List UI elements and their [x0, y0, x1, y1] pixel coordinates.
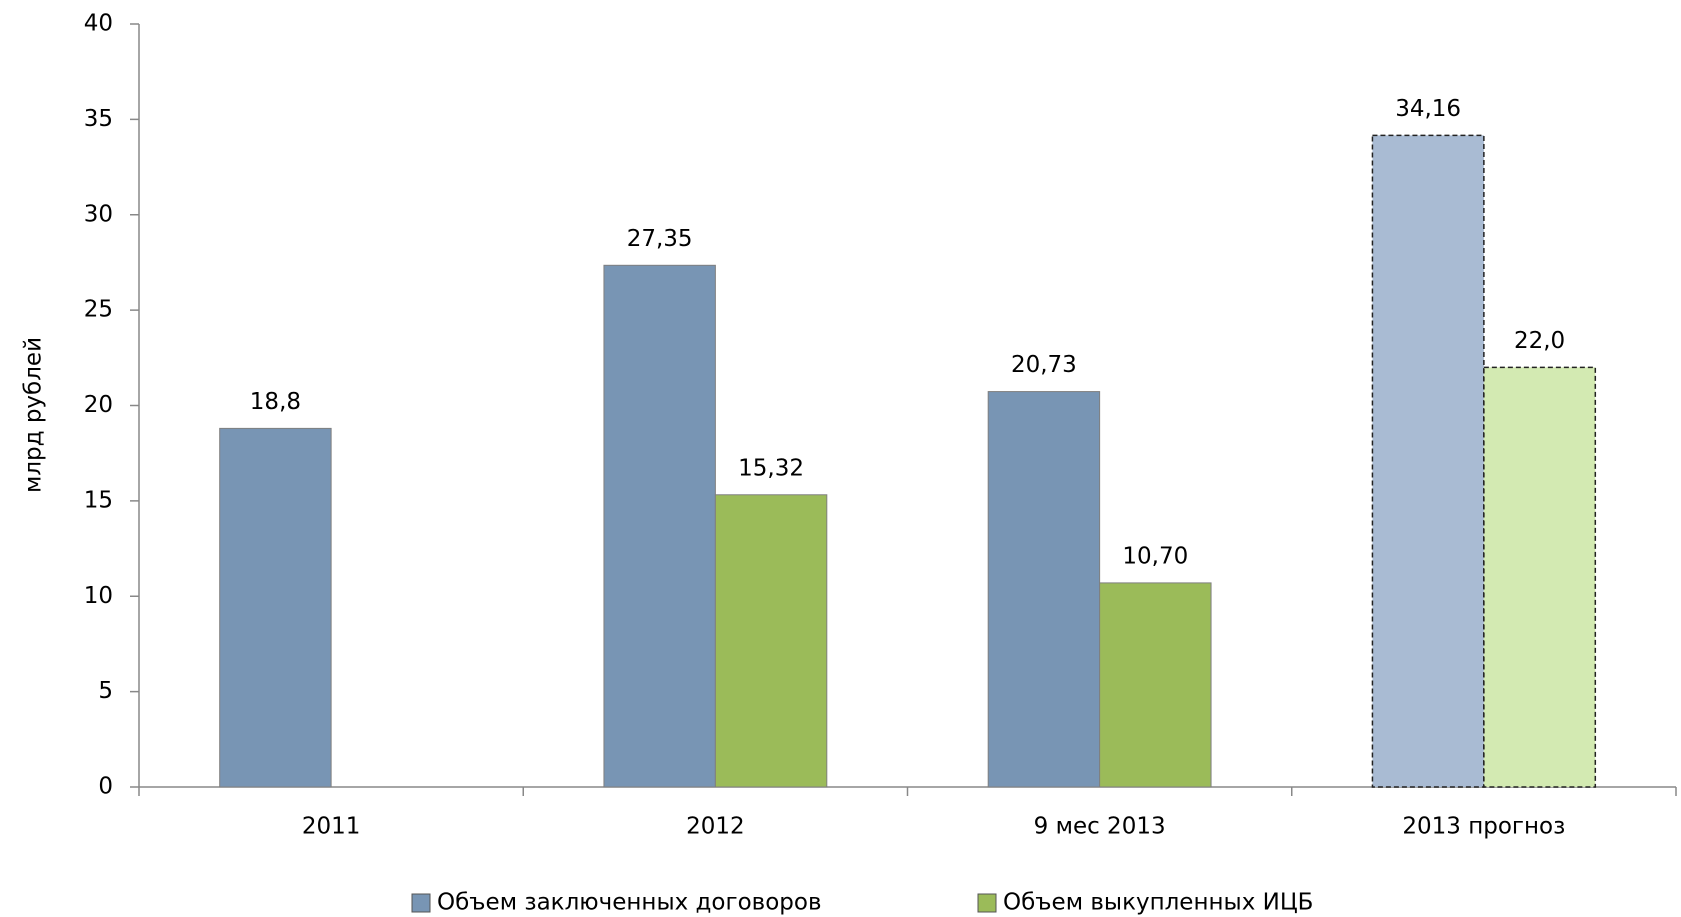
y-tick-label: 25	[84, 297, 113, 323]
y-tick-label: 0	[98, 774, 113, 800]
data-label: 10,70	[1122, 543, 1188, 569]
legend-swatch	[977, 893, 997, 913]
data-label: 27,35	[627, 226, 693, 252]
data-label: 22,0	[1514, 328, 1565, 354]
y-tick-label: 40	[84, 11, 113, 37]
bar	[1371, 134, 1485, 788]
data-label: 20,73	[1011, 352, 1077, 378]
y-tick-label: 15	[84, 487, 113, 513]
bar	[603, 264, 716, 788]
legend-label: Объем выкупленных ИЦБ	[1003, 890, 1313, 916]
y-tick-label: 10	[84, 583, 113, 609]
y-tick-label: 35	[84, 106, 113, 132]
data-label: 15,32	[738, 455, 804, 481]
data-label: 34,16	[1395, 96, 1461, 122]
bar	[987, 391, 1101, 788]
data-label: 18,8	[250, 389, 301, 415]
bar	[1099, 582, 1212, 788]
y-axis-label: млрд рублей	[21, 337, 47, 493]
bar	[1483, 366, 1597, 788]
x-tick-label: 2011	[302, 814, 361, 840]
y-tick-label: 20	[84, 392, 113, 418]
x-tick-label: 2013 прогноз	[1402, 814, 1565, 840]
x-tick-label: 9 мес 2013	[1034, 814, 1166, 840]
y-tick-label: 5	[98, 678, 113, 704]
bar	[219, 427, 332, 788]
y-tick-label: 30	[84, 201, 113, 227]
bar	[714, 494, 828, 788]
legend-swatch	[411, 893, 431, 913]
x-tick-label: 2012	[686, 814, 745, 840]
legend-label: Объем заключенных договоров	[437, 890, 822, 916]
